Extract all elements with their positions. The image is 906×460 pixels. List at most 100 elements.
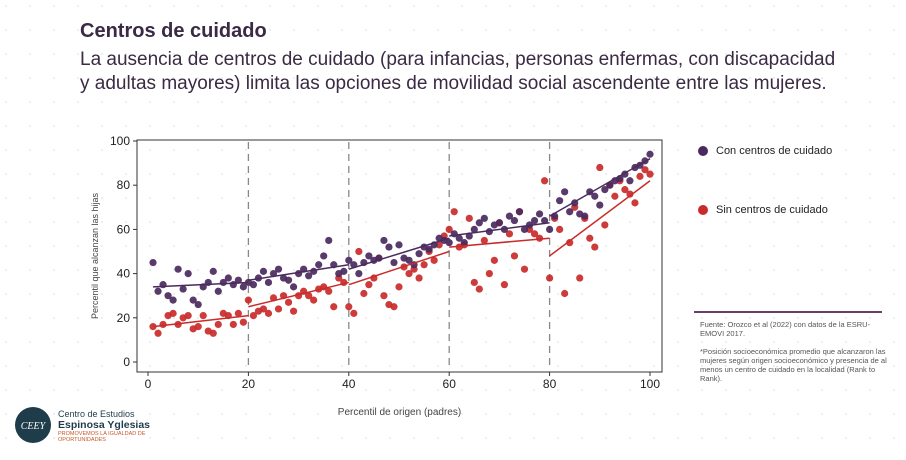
grid-dot [413, 149, 415, 151]
grid-dot [125, 125, 127, 127]
grid-dot [509, 437, 511, 439]
point-sin-95 [621, 186, 629, 194]
point-con-87 [581, 212, 589, 220]
grid-dot [437, 317, 439, 319]
grid-dot [269, 101, 271, 103]
point-con-23 [259, 267, 268, 275]
grid-dot [5, 173, 7, 175]
grid-dot [5, 101, 7, 103]
grid-dot [149, 125, 151, 127]
fit-line-con-1 [248, 264, 349, 281]
grid-dot [629, 245, 631, 247]
grid-dot [317, 125, 319, 127]
point-con-60 [445, 239, 453, 247]
grid-dot [197, 101, 199, 103]
grid-dot [53, 77, 55, 79]
grid-dot [221, 365, 223, 367]
grid-dot [5, 437, 7, 439]
grid-dot [509, 221, 511, 223]
grid-dot [725, 125, 727, 127]
point-sin-47 [380, 292, 388, 300]
point-sin-55 [420, 261, 428, 269]
grid-dot [149, 293, 151, 295]
grid-dot [485, 365, 487, 367]
grid-dot [245, 101, 247, 103]
grid-dot [5, 29, 7, 31]
grid-dot [365, 5, 367, 7]
grid-dot [485, 341, 487, 343]
point-sin-8 [184, 311, 192, 320]
grid-dot [413, 293, 415, 295]
grid-dot [653, 29, 655, 31]
point-con-32 [305, 272, 313, 280]
grid-dot [5, 413, 7, 415]
grid-dot [701, 341, 703, 343]
page-subtitle: La ausencia de centros de cuidado (para … [80, 49, 836, 94]
grid-dot [605, 245, 607, 247]
point-con-42 [355, 270, 363, 278]
grid-dot [605, 149, 607, 151]
grid-dot [5, 389, 7, 391]
grid-dot [389, 413, 391, 415]
grid-dot [845, 245, 847, 247]
grid-dot [485, 101, 487, 103]
grid-dot [125, 5, 127, 7]
grid-dot [581, 101, 583, 103]
grid-dot [533, 149, 535, 151]
grid-dot [797, 365, 799, 367]
grid-dot [725, 29, 727, 31]
grid-dot [845, 77, 847, 79]
grid-dot [629, 53, 631, 55]
grid-dot [5, 269, 7, 271]
x-tick-label-20: 20 [242, 377, 256, 391]
grid-dot [293, 365, 295, 367]
grid-dot [485, 245, 487, 247]
grid-dot [701, 365, 703, 367]
grid-dot [317, 413, 319, 415]
grid-dot [77, 149, 79, 151]
point-sin-79 [540, 177, 549, 185]
point-con-29 [289, 283, 298, 291]
grid-dot [173, 269, 175, 271]
grid-dot [413, 77, 415, 79]
point-sin-60 [445, 225, 453, 233]
grid-dot [821, 413, 823, 415]
grid-dot [821, 317, 823, 319]
grid-dot [557, 77, 559, 79]
grid-dot [605, 293, 607, 295]
grid-dot [221, 173, 223, 175]
point-sin-43 [360, 289, 368, 298]
grid-dot [749, 125, 751, 127]
grid-dot [461, 413, 463, 415]
grid-dot [365, 269, 367, 271]
grid-dot [269, 293, 271, 295]
grid-dot [677, 437, 679, 439]
grid-dot [173, 221, 175, 223]
grid-dot [293, 5, 295, 7]
grid-dot [773, 197, 775, 199]
grid-dot [413, 413, 415, 415]
grid-dot [797, 149, 799, 151]
grid-dot [797, 29, 799, 31]
grid-dot [725, 413, 727, 415]
grid-dot [101, 77, 103, 79]
point-sin-42 [355, 247, 363, 256]
point-sin-23 [259, 305, 268, 313]
grid-dot [653, 437, 655, 439]
grid-dot [533, 389, 535, 391]
grid-dot [173, 341, 175, 343]
grid-dot [845, 101, 847, 103]
grid-dot [461, 365, 463, 367]
grid-dot [605, 317, 607, 319]
point-con-63 [460, 239, 468, 247]
grid-dot [581, 5, 583, 7]
source-note: Fuente: Orozco et al (2022) con datos de… [700, 320, 871, 338]
grid-dot [653, 389, 655, 391]
grid-dot [725, 293, 727, 295]
grid-dot [509, 101, 511, 103]
grid-dot [173, 413, 175, 415]
point-sin-82 [556, 225, 564, 233]
point-con-49 [390, 258, 398, 267]
grid-dot [653, 101, 655, 103]
grid-dot [389, 173, 391, 175]
